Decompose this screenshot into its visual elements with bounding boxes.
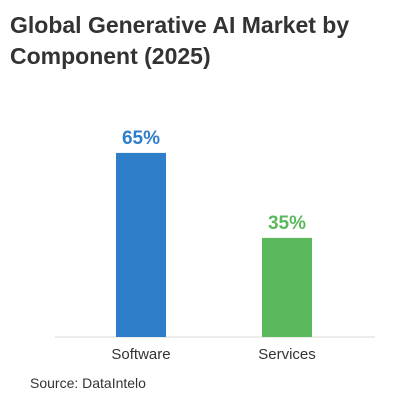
category-label-services: Services [258, 346, 316, 363]
category-label-software: Software [111, 346, 170, 363]
bar-services [262, 237, 312, 337]
bar-software [116, 152, 166, 337]
chart-title: Global Generative AI Market by Component… [10, 12, 350, 69]
value-label-software: 65% [122, 128, 160, 149]
source-note: Source: DataIntelo [30, 375, 146, 391]
value-label-services: 35% [268, 213, 306, 234]
